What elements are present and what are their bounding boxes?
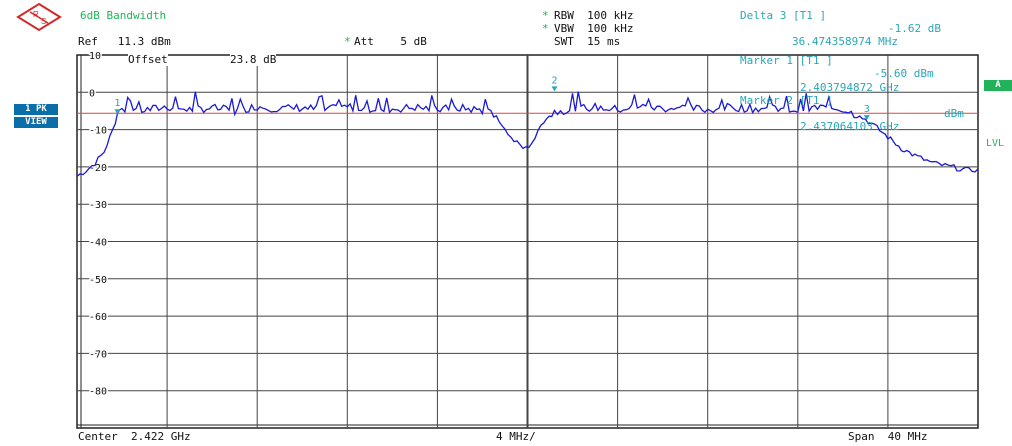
frequency-span: Span 40 MHz	[848, 430, 928, 443]
marker-1-symbol	[114, 109, 121, 115]
svg-text:S: S	[41, 17, 46, 26]
sweep-time: SWT 15 ms	[554, 35, 621, 48]
y-tick-label: -40	[89, 238, 107, 249]
delta-marker-title: Delta 3 [T1 ]	[740, 9, 827, 22]
delta-marker-frequency: 36.474358974 MHz	[792, 35, 898, 48]
channel-a-badge: A	[984, 80, 1012, 91]
y-tick-label: -30	[89, 200, 107, 211]
ref-level: Ref 11.3 dBm	[78, 35, 171, 48]
trace-1-line	[76, 91, 979, 177]
y-tick-label: -80	[89, 387, 107, 398]
y-tick-label: -20	[89, 163, 107, 174]
trace-view-badge: VIEW	[14, 117, 58, 128]
vbw-setting: VBW 100 kHz	[554, 22, 634, 35]
marker-2-label: 2	[552, 75, 558, 86]
center-frequency: Center 2.422 GHz	[78, 430, 191, 443]
rbw-setting: RBW 100 kHz	[554, 9, 634, 22]
marker-1-level: -5.60 dBm	[874, 67, 934, 80]
marker-2-title: Marker 2 [T1 ]	[740, 94, 833, 107]
y-tick-label: -10	[89, 126, 107, 137]
screen-title: 6dB Bandwidth	[80, 9, 167, 22]
marker-2-level: dBm	[944, 107, 964, 120]
marker-1-frequency: 2.403794872 GHz	[800, 81, 900, 94]
level-indicator: LVL	[986, 138, 1005, 149]
offset-value: 23.8 dB	[230, 53, 277, 66]
marker-2-frequency: 2.437064103 GHz	[800, 120, 900, 133]
y-tick-label: -50	[89, 275, 107, 286]
rbw-star: *	[542, 9, 549, 22]
brand-logo: R S	[16, 2, 62, 32]
delta-marker-value: -1.62 dB	[888, 22, 941, 35]
trace-detector-badge: 1 PK	[14, 104, 58, 115]
marker-1-title: Marker 1 [T1 ]	[740, 54, 833, 67]
frequency-per-division: 4 MHz/	[496, 430, 536, 443]
att-star: *	[344, 35, 351, 48]
marker-2-symbol	[551, 86, 558, 92]
attenuation: Att 5 dB	[354, 35, 427, 48]
y-tick-label: 0	[89, 88, 95, 99]
svg-text:R: R	[33, 10, 39, 19]
offset-label: Offset	[128, 53, 168, 66]
y-tick-label: -60	[89, 312, 107, 323]
vbw-star: *	[542, 22, 549, 35]
y-tick-label: -70	[89, 349, 107, 360]
y-tick-label: 10	[89, 51, 101, 62]
marker-1-label: 1	[114, 98, 120, 109]
marker-3-symbol	[863, 115, 870, 121]
marker-3-label: 3	[864, 104, 870, 115]
